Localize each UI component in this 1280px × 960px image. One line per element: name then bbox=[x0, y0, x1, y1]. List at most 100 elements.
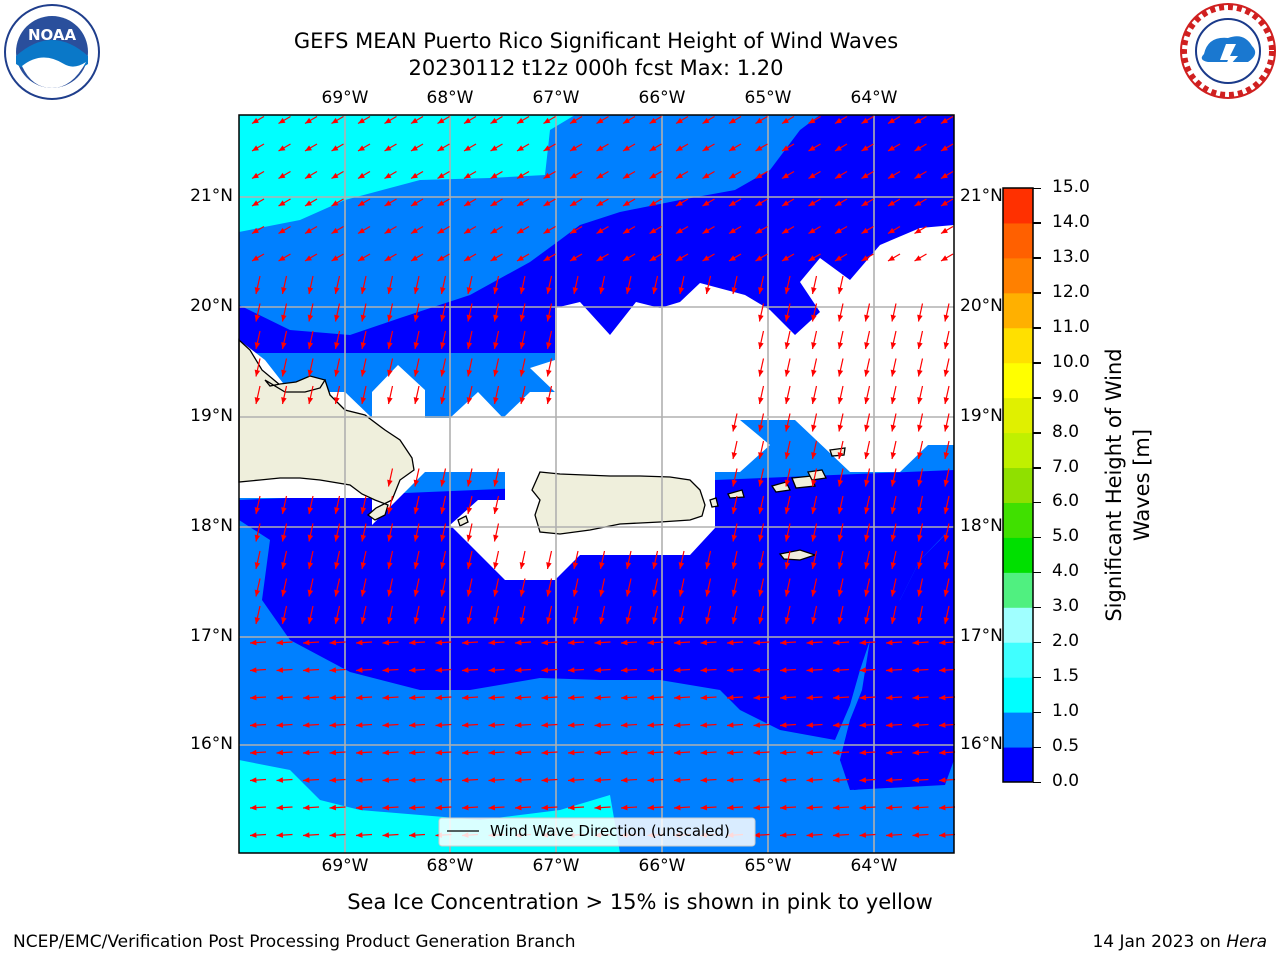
wave-direction-arrow bbox=[832, 667, 850, 673]
lon-label-top: 66°W bbox=[638, 88, 686, 108]
wave-direction-arrow bbox=[516, 198, 530, 207]
wave-direction-arrow bbox=[864, 605, 871, 625]
wave-direction-arrow bbox=[784, 440, 791, 460]
wave-direction-arrow bbox=[758, 275, 765, 295]
colorbar-segment bbox=[1003, 292, 1033, 329]
wave-direction-arrow bbox=[304, 170, 318, 180]
wave-direction-arrow bbox=[753, 639, 770, 646]
wave-direction-arrow bbox=[302, 694, 320, 701]
wave-direction-arrow bbox=[861, 253, 874, 262]
wave-direction-arrow bbox=[938, 722, 956, 728]
wave-direction-arrow bbox=[387, 523, 394, 542]
wave-direction-arrow bbox=[678, 605, 685, 625]
wave-direction-arrow bbox=[675, 253, 689, 262]
lat-label-right: 17°N bbox=[960, 626, 1003, 646]
wave-direction-arrow bbox=[620, 639, 638, 646]
wave-direction-arrow bbox=[276, 749, 293, 756]
wave-direction-arrow bbox=[384, 115, 397, 125]
lon-label-bottom: 65°W bbox=[744, 856, 792, 876]
wave-direction-arrow bbox=[647, 777, 664, 783]
nws-logo bbox=[1180, 3, 1276, 99]
wave-direction-arrow bbox=[541, 639, 558, 646]
colorbar-tick-label: 1.0 bbox=[1052, 701, 1080, 722]
wave-direction-arrow bbox=[567, 694, 585, 701]
colorbar-tick-label: 7.0 bbox=[1052, 456, 1080, 477]
wave-direction-arrow bbox=[753, 749, 770, 756]
lon-label-bottom: 67°W bbox=[532, 856, 580, 876]
wave-direction-arrow bbox=[599, 605, 606, 625]
wave-direction-arrow bbox=[620, 749, 638, 756]
wave-direction-arrow bbox=[596, 198, 609, 207]
wave-direction-arrow bbox=[700, 639, 717, 646]
wave-direction-arrow bbox=[781, 253, 795, 262]
wave-direction-arrow bbox=[357, 198, 371, 207]
wave-direction-arrow bbox=[887, 253, 901, 262]
wave-direction-arrow bbox=[731, 550, 738, 570]
wave-direction-arrow bbox=[705, 275, 712, 295]
wave-direction-arrow bbox=[726, 667, 744, 673]
wave-direction-arrow bbox=[278, 198, 291, 207]
wave-direction-arrow bbox=[837, 578, 844, 597]
wave-direction-arrow bbox=[334, 385, 341, 405]
wave-direction-arrow bbox=[784, 303, 791, 322]
wave-direction-arrow bbox=[832, 832, 850, 838]
wave-direction-arrow bbox=[466, 468, 473, 487]
wave-direction-arrow bbox=[384, 253, 397, 262]
wave-direction-arrow bbox=[887, 115, 901, 125]
wave-direction-arrow bbox=[912, 667, 929, 673]
wave-direction-arrow bbox=[914, 198, 927, 207]
wave-direction-arrow bbox=[302, 639, 320, 646]
wave-direction-arrow bbox=[890, 385, 897, 405]
wave-direction-arrow bbox=[647, 667, 664, 673]
wave-direction-arrow bbox=[837, 413, 844, 432]
wave-direction-arrow bbox=[408, 804, 426, 811]
colorbar-tick-mark bbox=[1033, 467, 1041, 469]
wave-direction-arrow bbox=[943, 330, 950, 350]
wave-direction-arrow bbox=[917, 523, 924, 542]
wave-direction-arrow bbox=[758, 385, 765, 405]
wave-direction-arrow bbox=[861, 198, 874, 207]
wave-direction-arrow bbox=[355, 777, 373, 783]
wave-direction-arrow bbox=[546, 578, 553, 597]
wave-direction-arrow bbox=[806, 667, 823, 673]
wave-direction-arrow bbox=[329, 832, 346, 838]
colorbar-tick-mark bbox=[1033, 222, 1041, 224]
wave-direction-arrow bbox=[493, 550, 500, 570]
wave-direction-arrow bbox=[461, 639, 479, 646]
wave-direction-arrow bbox=[572, 275, 579, 295]
wave-direction-arrow bbox=[938, 804, 956, 811]
wave-direction-arrow bbox=[885, 832, 903, 838]
lat-label-right: 20°N bbox=[960, 296, 1003, 316]
wave-direction-arrow bbox=[519, 275, 526, 295]
colorbar-tick-label: 0.5 bbox=[1052, 736, 1080, 757]
wave-direction-arrow bbox=[569, 170, 583, 180]
colorbar-tick-label: 4.0 bbox=[1052, 561, 1080, 582]
wave-direction-arrow bbox=[808, 253, 821, 262]
wave-direction-arrow bbox=[329, 639, 346, 646]
wave-direction-arrow bbox=[781, 225, 795, 235]
wave-direction-arrow bbox=[408, 667, 426, 673]
wave-direction-arrow bbox=[329, 804, 346, 811]
wave-direction-arrow bbox=[519, 605, 526, 625]
wave-direction-arrow bbox=[832, 694, 850, 701]
wave-direction-arrow bbox=[382, 804, 399, 811]
wave-direction-arrow bbox=[596, 253, 609, 262]
wave-direction-arrow bbox=[387, 495, 394, 515]
wave-direction-arrow bbox=[837, 495, 844, 515]
contour-0-05-east bbox=[840, 600, 954, 790]
lon-label-bottom: 69°W bbox=[321, 856, 369, 876]
wave-direction-arrow bbox=[440, 578, 447, 597]
wave-direction-arrow bbox=[307, 358, 314, 377]
wave-direction-arrow bbox=[647, 639, 664, 646]
colorbar-segment bbox=[1003, 188, 1033, 224]
wave-direction-arrow bbox=[834, 253, 848, 262]
wave-direction-arrow bbox=[914, 253, 927, 262]
wave-direction-arrow bbox=[331, 170, 344, 180]
wave-direction-arrow bbox=[382, 639, 399, 646]
wave-direction-arrow bbox=[779, 749, 797, 756]
wave-direction-arrow bbox=[413, 578, 420, 597]
colorbar-tick-mark bbox=[1033, 257, 1041, 259]
wave-direction-arrow bbox=[360, 495, 367, 515]
wave-direction-arrow bbox=[943, 413, 950, 432]
wave-direction-arrow bbox=[837, 385, 844, 405]
